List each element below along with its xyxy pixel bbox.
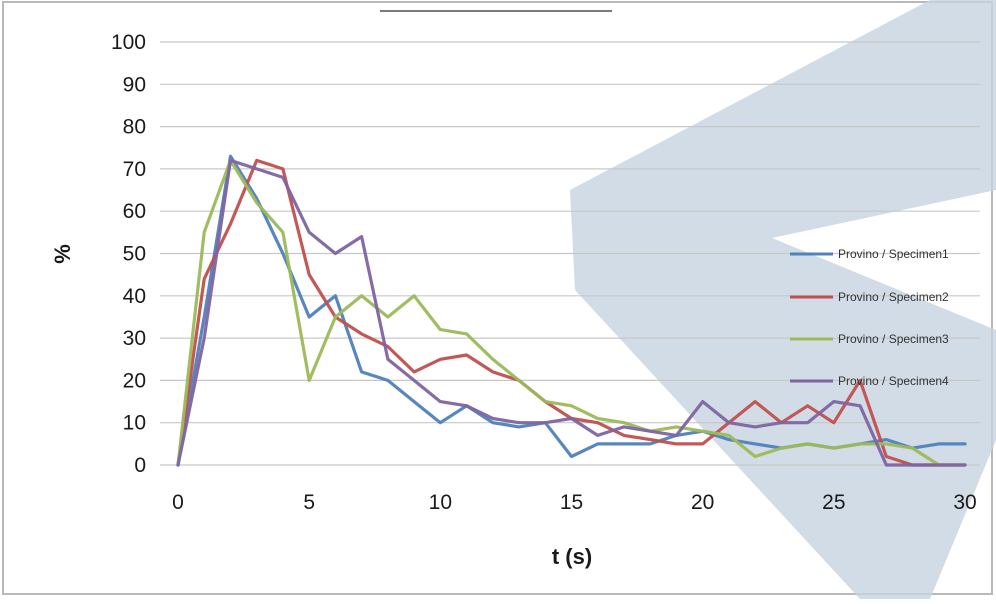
legend-label: Provino / Specimen2 [838,290,949,304]
y-tick-label: 30 [123,327,146,350]
x-tick-label: 10 [429,491,452,514]
y-tick-label: 20 [123,369,146,392]
gridlines [160,41,980,466]
x-tick-label: 30 [953,491,976,514]
y-axis-label: % [50,244,75,264]
watermark-chevron-shape [570,0,996,599]
y-axis-ticks: 0 10 20 30 40 50 60 70 80 90 100 [111,31,146,477]
series-line-specimen-4 [176,158,967,467]
plot-area [176,154,967,467]
y-tick-label: 40 [123,285,146,308]
y-tick-label: 50 [123,243,146,266]
y-tick-label: 100 [111,31,146,54]
legend-label: Provino / Specimen1 [838,247,949,261]
x-tick-label: 20 [691,491,714,514]
x-axis-ticks: 0 5 10 15 20 25 30 [172,491,977,514]
y-tick-label: 0 [134,454,146,477]
legend-label: Provino / Specimen4 [838,374,949,388]
series-line-specimen-3 [176,158,967,467]
x-tick-label: 5 [303,491,315,514]
x-tick-label: 15 [560,491,583,514]
legend-label: Provino / Specimen3 [838,332,949,346]
y-tick-label: 80 [123,116,146,139]
y-tick-label: 70 [123,158,146,181]
x-axis-label: t (s) [552,544,592,569]
x-tick-label: 0 [172,491,184,514]
legend: Provino / Specimen1 Provino / Specimen2 Pr… [790,247,949,388]
x-tick-label: 25 [822,491,845,514]
y-tick-label: 90 [123,73,146,96]
y-tick-label: 10 [123,412,146,435]
y-tick-label: 60 [123,200,146,223]
